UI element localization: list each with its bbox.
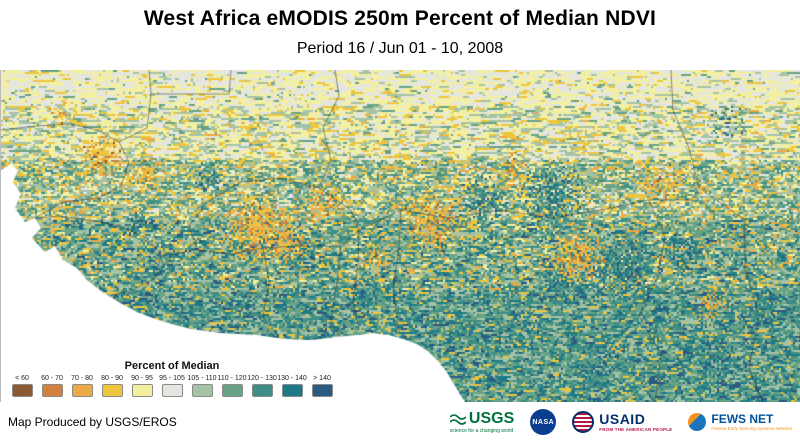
legend-class: 105 - 110 bbox=[187, 375, 217, 397]
legend-class: 80 - 90 bbox=[98, 375, 126, 397]
legend-class: 130 - 140 bbox=[277, 375, 307, 397]
legend-class-swatch bbox=[281, 384, 303, 397]
legend-class-swatch bbox=[161, 384, 183, 397]
usaid-seal-icon bbox=[572, 411, 595, 433]
usaid-logo: USAID FROM THE AMERICAN PEOPLE bbox=[572, 411, 672, 433]
footer: Map Produced by USGS/EROS USGS science f… bbox=[0, 402, 800, 442]
legend-class-label: 110 - 120 bbox=[217, 375, 247, 382]
partner-logos: USGS science for a changing world NASA U… bbox=[449, 409, 792, 435]
map-credit: Map Produced by USGS/EROS bbox=[8, 415, 177, 429]
usaid-logo-text: USAID bbox=[599, 411, 646, 427]
legend-class-label: 80 - 90 bbox=[101, 375, 123, 382]
usaid-tagline: FROM THE AMERICAN PEOPLE bbox=[599, 427, 673, 432]
legend-class: 70 - 80 bbox=[68, 375, 96, 397]
legend-class-swatch bbox=[71, 384, 93, 397]
legend-class-swatch bbox=[11, 384, 33, 397]
fewsnet-globe-icon bbox=[688, 413, 707, 431]
fewsnet-tagline: Famine Early Warning Systems Network bbox=[711, 426, 792, 431]
legend-class-label: 90 - 95 bbox=[131, 375, 153, 382]
map-area: Percent of Median < 60 60 - 70 70 - 80 80 -… bbox=[0, 70, 800, 402]
legend-class-label: 120 - 130 bbox=[247, 375, 277, 382]
usgs-logo-text: USGS bbox=[468, 409, 515, 427]
ndvi-raster-map bbox=[1, 70, 800, 402]
legend-title: Percent of Median bbox=[124, 360, 220, 372]
legend-class-swatch bbox=[191, 384, 213, 397]
legend-class-label: 70 - 80 bbox=[71, 375, 93, 382]
legend-class: 95 - 105 bbox=[158, 375, 186, 397]
legend-class: > 140 bbox=[308, 375, 336, 397]
fewsnet-logo: FEWS NET Famine Early Warning Systems Ne… bbox=[688, 413, 792, 431]
legend-class-swatch bbox=[41, 384, 63, 397]
legend-class-swatch bbox=[221, 384, 243, 397]
nasa-logo: NASA bbox=[530, 409, 557, 435]
legend-classes: < 60 60 - 70 70 - 80 80 - 90 90 - 95 95 - 105… bbox=[8, 375, 336, 397]
legend-class-label: > 140 bbox=[313, 375, 331, 382]
usgs-tagline: science for a changing world bbox=[449, 427, 514, 434]
legend-class-label: 130 - 140 bbox=[277, 375, 307, 382]
nasa-meatball-icon: NASA bbox=[530, 409, 557, 435]
usgs-logo: USGS science for a changing world bbox=[449, 409, 515, 434]
legend-class: 90 - 95 bbox=[128, 375, 156, 397]
legend-class-swatch bbox=[131, 384, 153, 397]
legend-class-label: < 60 bbox=[15, 375, 29, 382]
fewsnet-logo-text: FEWS NET bbox=[711, 412, 774, 426]
page-subtitle: Period 16 / Jun 01 - 10, 2008 bbox=[296, 40, 504, 57]
legend-class: < 60 bbox=[8, 375, 36, 397]
legend-class: 110 - 120 bbox=[217, 375, 247, 397]
map-legend: Percent of Median < 60 60 - 70 70 - 80 80 -… bbox=[4, 358, 340, 400]
usgs-wave-icon bbox=[449, 413, 466, 425]
legend-class-label: 95 - 105 bbox=[159, 375, 185, 382]
legend-class: 120 - 130 bbox=[247, 375, 277, 397]
legend-class-swatch bbox=[251, 384, 273, 397]
page-title: West Africa eMODIS 250m Percent of Media… bbox=[143, 7, 657, 30]
legend-class-swatch bbox=[101, 384, 123, 397]
legend-class-label: 105 - 110 bbox=[187, 375, 217, 382]
nasa-logo-text: NASA bbox=[532, 418, 555, 426]
legend-class-label: 60 - 70 bbox=[41, 375, 63, 382]
legend-class-swatch bbox=[311, 384, 333, 397]
legend-class: 60 - 70 bbox=[38, 375, 66, 397]
